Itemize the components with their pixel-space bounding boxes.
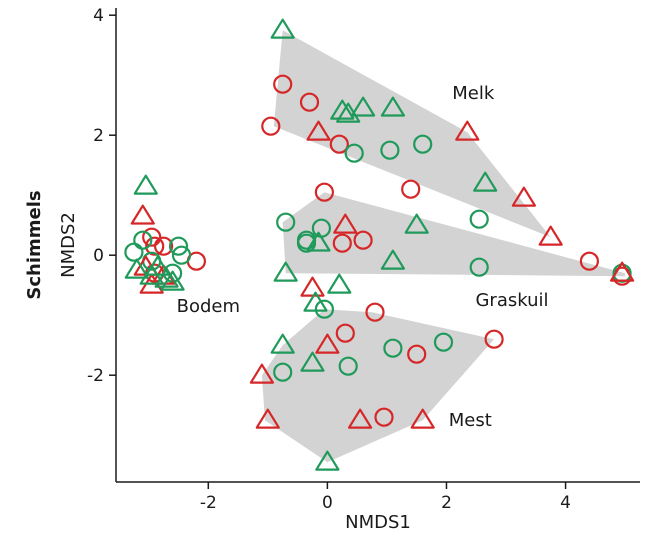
red-circle-point bbox=[299, 92, 320, 112]
green-circle-point bbox=[133, 230, 153, 250]
green-triangle-point bbox=[270, 18, 295, 39]
red-circle-point bbox=[154, 236, 174, 256]
red-triangle-point bbox=[455, 120, 480, 141]
group-label-mest: Mest bbox=[449, 410, 492, 431]
red-triangle-point bbox=[249, 363, 274, 384]
green-triangle-point bbox=[154, 267, 179, 288]
x-tick-label: 0 bbox=[322, 493, 333, 513]
hull-melk bbox=[273, 30, 551, 238]
green-circle-point bbox=[314, 299, 334, 319]
red-circle-point bbox=[142, 227, 162, 247]
green-circle-point bbox=[413, 134, 433, 154]
panel-label: Schimmels bbox=[24, 190, 45, 299]
red-triangle-point bbox=[511, 186, 537, 207]
y-tick-label: 2 bbox=[93, 126, 104, 146]
y-tick-label: 0 bbox=[93, 246, 104, 266]
green-circle-point bbox=[171, 245, 192, 265]
green-triangle-point bbox=[330, 99, 355, 120]
group-hulls bbox=[261, 30, 626, 463]
green-circle-point bbox=[469, 257, 489, 277]
green-circle-point bbox=[383, 338, 403, 358]
red-triangle-point bbox=[348, 408, 373, 429]
red-triangle-point bbox=[130, 204, 155, 225]
green-triangle-point bbox=[473, 171, 498, 192]
x-axis-label: NMDS1 bbox=[345, 512, 411, 533]
red-circle-point bbox=[314, 182, 334, 202]
green-triangle-point bbox=[303, 291, 328, 312]
green-triangle-point bbox=[270, 333, 295, 354]
x-tick-label: 4 bbox=[560, 493, 571, 513]
green-triangle-point bbox=[124, 258, 149, 279]
group-label-melk: Melk bbox=[452, 83, 495, 104]
y-tick-label: 4 bbox=[93, 6, 104, 26]
hull-mest bbox=[261, 309, 495, 463]
y-axis-label: NMDS2 bbox=[58, 212, 79, 278]
red-circle-point bbox=[365, 302, 385, 322]
x-tick-label: -2 bbox=[200, 493, 217, 513]
green-triangle-point bbox=[133, 174, 158, 195]
red-triangle-point bbox=[538, 225, 563, 246]
green-circle-point bbox=[168, 236, 189, 256]
green-circle-point bbox=[273, 362, 293, 382]
red-triangle-point bbox=[255, 408, 280, 429]
red-circle-point bbox=[401, 179, 421, 199]
green-triangle-point bbox=[380, 249, 405, 270]
green-triangle-point bbox=[380, 96, 405, 117]
red-circle-point bbox=[484, 329, 504, 349]
green-circle-point bbox=[124, 242, 144, 262]
green-triangle-point bbox=[145, 255, 170, 276]
axes: -2 0 2 4 -2 0 2 4 bbox=[87, 6, 640, 513]
green-circle-point bbox=[380, 140, 400, 160]
green-triangle-point bbox=[300, 351, 325, 372]
red-triangle-point bbox=[609, 261, 635, 282]
green-circle-point bbox=[469, 209, 489, 229]
green-triangle-point bbox=[273, 261, 298, 282]
red-circle-point bbox=[407, 344, 427, 364]
data-points bbox=[124, 18, 635, 471]
green-triangle-point bbox=[404, 213, 429, 234]
red-triangle-point bbox=[315, 333, 340, 354]
green-circle-point bbox=[338, 356, 358, 376]
red-circle-point bbox=[261, 116, 281, 136]
red-circle-point bbox=[353, 230, 373, 250]
red-circle-point bbox=[335, 323, 355, 343]
y-tick-label: -2 bbox=[87, 366, 104, 386]
green-circle-point bbox=[276, 212, 296, 232]
x-tick-label: 2 bbox=[441, 493, 452, 513]
red-circle-point bbox=[145, 236, 165, 256]
red-circle-point bbox=[329, 134, 349, 154]
green-triangle-point bbox=[315, 450, 340, 471]
green-circle-point bbox=[344, 143, 364, 163]
green-triangle-point bbox=[306, 231, 331, 252]
red-triangle-point bbox=[306, 120, 331, 141]
red-circle-point bbox=[273, 74, 293, 94]
green-circle-point bbox=[433, 332, 454, 352]
green-triangle-point bbox=[160, 270, 185, 291]
chart-labels: NMDS1 NMDS2 Schimmels Bodem Melk Graskuil M… bbox=[24, 83, 549, 533]
red-triangle-point bbox=[333, 213, 358, 234]
green-triangle-point bbox=[351, 96, 376, 117]
red-triangle-point bbox=[410, 408, 435, 429]
hull-graskuil bbox=[282, 192, 626, 277]
red-triangle-point bbox=[300, 276, 325, 297]
group-label-bodem: Bodem bbox=[177, 296, 240, 317]
group-label-graskuil: Graskuil bbox=[475, 290, 548, 311]
red-circle-point bbox=[332, 233, 352, 253]
red-circle-point bbox=[579, 251, 600, 271]
red-circle-point bbox=[374, 407, 394, 427]
green-triangle-point bbox=[327, 273, 352, 294]
